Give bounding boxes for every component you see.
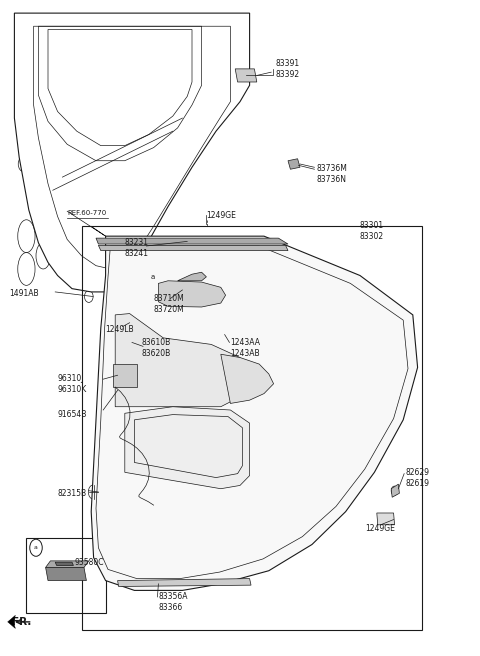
Polygon shape bbox=[235, 69, 257, 82]
Text: 1243AA
1243AB: 1243AA 1243AB bbox=[230, 338, 260, 358]
Text: 83391
83392: 83391 83392 bbox=[276, 59, 300, 79]
Text: 91654B: 91654B bbox=[58, 410, 87, 419]
Polygon shape bbox=[391, 484, 399, 497]
Circle shape bbox=[30, 539, 42, 556]
Polygon shape bbox=[288, 159, 300, 169]
Polygon shape bbox=[125, 407, 250, 489]
Polygon shape bbox=[377, 513, 395, 525]
Polygon shape bbox=[113, 364, 137, 387]
Text: 83231
83241: 83231 83241 bbox=[125, 238, 149, 258]
Polygon shape bbox=[8, 615, 15, 628]
Polygon shape bbox=[55, 562, 73, 565]
Text: REF.60-770: REF.60-770 bbox=[67, 209, 107, 216]
Text: FR.: FR. bbox=[12, 617, 31, 627]
Polygon shape bbox=[91, 236, 418, 590]
Text: 1249GE: 1249GE bbox=[206, 211, 236, 220]
Ellipse shape bbox=[113, 387, 122, 396]
Text: a: a bbox=[34, 545, 38, 550]
Polygon shape bbox=[221, 354, 274, 403]
Polygon shape bbox=[118, 579, 251, 586]
Text: 1249LB: 1249LB bbox=[106, 325, 134, 334]
Polygon shape bbox=[158, 281, 226, 307]
Circle shape bbox=[84, 291, 93, 302]
Text: 83301
83302: 83301 83302 bbox=[360, 221, 384, 241]
Text: 82315B: 82315B bbox=[58, 489, 87, 498]
Text: 83356A
83366: 83356A 83366 bbox=[158, 592, 188, 612]
Polygon shape bbox=[46, 561, 89, 567]
Text: 1491AB: 1491AB bbox=[10, 289, 39, 298]
Text: 83710M
83720M: 83710M 83720M bbox=[154, 295, 184, 314]
Polygon shape bbox=[98, 245, 288, 251]
Text: 1249GE: 1249GE bbox=[365, 523, 395, 533]
Text: a: a bbox=[151, 274, 155, 280]
Circle shape bbox=[145, 267, 160, 287]
Text: 82629
82619: 82629 82619 bbox=[406, 468, 430, 487]
Text: 93580C: 93580C bbox=[74, 558, 104, 567]
Text: 96310J
96310K: 96310J 96310K bbox=[58, 374, 87, 394]
Polygon shape bbox=[115, 314, 250, 407]
Polygon shape bbox=[46, 567, 86, 581]
Circle shape bbox=[125, 317, 134, 329]
Text: 83736M
83736N: 83736M 83736N bbox=[317, 164, 348, 184]
Polygon shape bbox=[178, 272, 206, 281]
Text: 83610B
83620B: 83610B 83620B bbox=[142, 338, 171, 358]
Polygon shape bbox=[14, 13, 250, 292]
Circle shape bbox=[88, 485, 99, 499]
Polygon shape bbox=[96, 238, 288, 244]
FancyBboxPatch shape bbox=[26, 538, 106, 613]
